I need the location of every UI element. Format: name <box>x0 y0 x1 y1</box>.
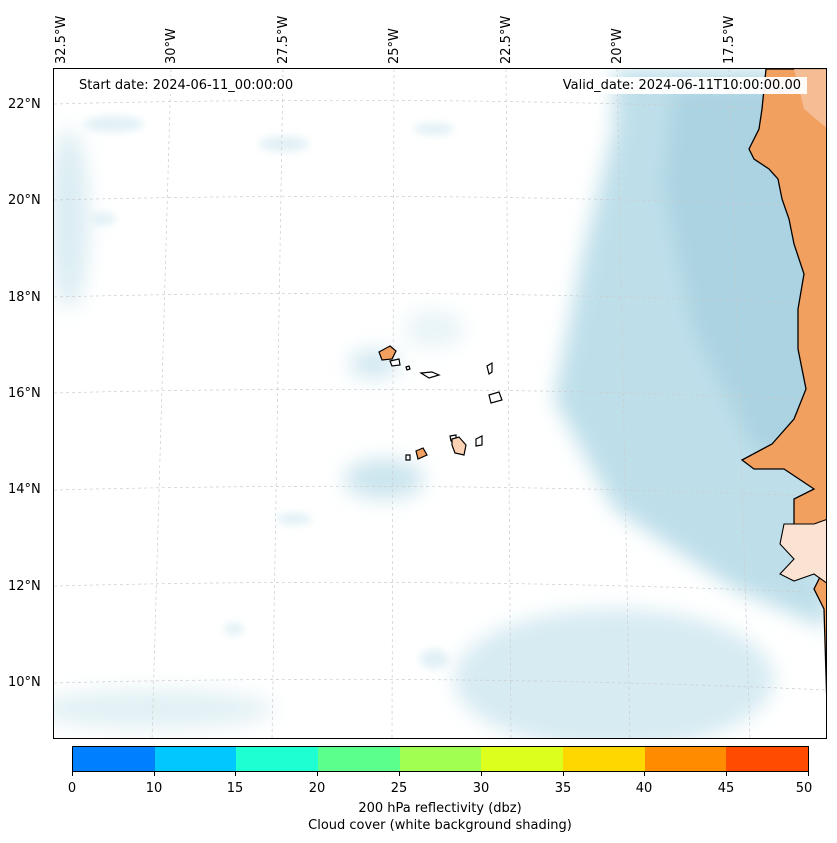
lon-tick-label: 30°W <box>164 28 179 64</box>
colorbar-segment <box>399 747 482 771</box>
lat-tick-label: 18°N <box>8 290 41 305</box>
colorbar-tick-label: 45 <box>717 781 735 796</box>
lon-tick-label: 32.5°W <box>54 15 69 64</box>
lat-tick-label: 14°N <box>8 482 41 497</box>
colorbar-tick-label: 50 <box>795 781 813 796</box>
lat-tick-label: 20°N <box>8 193 41 208</box>
colorbar-segment <box>318 747 400 771</box>
map-panel[interactable]: Start date: 2024-06-11_00:00:00 Valid_da… <box>53 68 827 739</box>
colorbar-segment <box>563 747 645 771</box>
colorbar-tick-label: 30 <box>472 781 490 796</box>
colorbar-segment <box>726 747 809 771</box>
colorbar-tickmark <box>563 772 564 776</box>
colorbar-segment <box>73 747 155 771</box>
colorbar-tick-label: 15 <box>226 781 244 796</box>
colorbar-tickmark <box>399 772 400 776</box>
colorbar-tickmark <box>808 772 809 776</box>
colorbar-tickmark <box>154 772 155 776</box>
colorbar-segment <box>644 747 727 771</box>
colorbar-tick-label: 10 <box>145 781 163 796</box>
cloud-streaks <box>84 116 454 669</box>
colorbar-tick-label: 0 <box>67 781 77 796</box>
colorbar-tickmark <box>317 772 318 776</box>
lat-tick-label: 16°N <box>8 386 41 401</box>
lat-tick-label: 22°N <box>8 97 41 112</box>
colorbar <box>72 746 809 772</box>
colorbar-tickmark <box>481 772 482 776</box>
colorbar-tick-label: 40 <box>635 781 653 796</box>
graticule <box>54 69 826 738</box>
colorbar-tickmark <box>235 772 236 776</box>
lon-tick-label: 25°W <box>387 28 402 64</box>
colorbar-tick-label: 25 <box>390 781 408 796</box>
colorbar-tickmark <box>726 772 727 776</box>
colorbar-segment <box>236 747 319 771</box>
colorbar-tick-label: 35 <box>554 781 572 796</box>
cape-verde-islands <box>378 345 503 461</box>
colorbar-sublabel: Cloud cover (white background shading) <box>308 818 572 833</box>
lon-tick-label: 27.5°W <box>276 15 291 64</box>
lon-tick-label: 20°W <box>610 28 625 64</box>
map-canvas <box>54 69 826 738</box>
southern-coast-land <box>779 519 826 584</box>
lon-tick-label: 22.5°W <box>499 15 514 64</box>
colorbar-tickmark <box>72 772 73 776</box>
cloud-cover-shading <box>54 69 826 738</box>
lat-tick-label: 10°N <box>8 675 41 690</box>
lat-tick-label: 12°N <box>8 579 41 594</box>
colorbar-tick-label: 20 <box>308 781 326 796</box>
colorbar-label: 200 hPa reflectivity (dbz) <box>358 801 522 816</box>
colorbar-segment <box>481 747 564 771</box>
colorbar-segment <box>154 747 237 771</box>
colorbar-tickmark <box>644 772 645 776</box>
lon-tick-label: 17.5°W <box>722 15 737 64</box>
valid-date-label: Valid_date: 2024-06-11T10:00:00.00 <box>556 77 807 94</box>
start-date-label: Start date: 2024-06-11_00:00:00 <box>73 77 300 94</box>
